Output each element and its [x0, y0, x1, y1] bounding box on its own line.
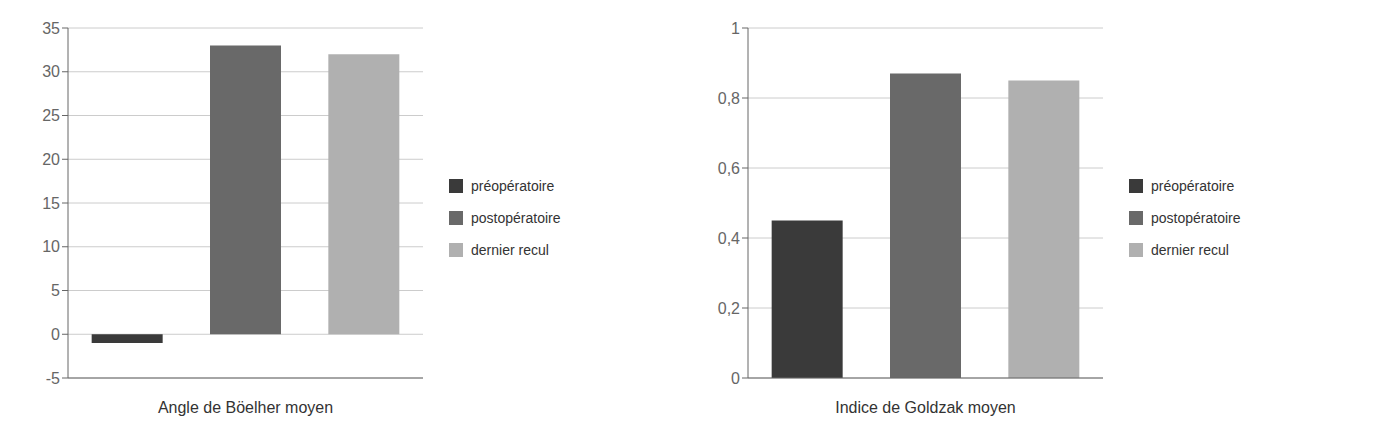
svg-text:0,6: 0,6: [718, 160, 740, 177]
svg-text:-5: -5: [46, 370, 60, 387]
svg-text:0,8: 0,8: [718, 90, 740, 107]
svg-text:10: 10: [42, 238, 60, 255]
svg-text:30: 30: [42, 63, 60, 80]
html-text:postopératoire: postopératoire: [1151, 210, 1241, 226]
svg-text:25: 25: [42, 107, 60, 124]
svg-text:0: 0: [51, 326, 60, 343]
svg-text:0,4: 0,4: [718, 230, 740, 247]
html-text:dernier recul: dernier recul: [471, 242, 549, 258]
html-text:dernier recul: dernier recul: [1151, 242, 1229, 258]
svg-text:Angle de Böelher moyen: Angle de Böelher moyen: [158, 399, 333, 416]
html-text:postopératoire: postopératoire: [471, 210, 561, 226]
svg-text:0,2: 0,2: [718, 300, 740, 317]
svg-text:1: 1: [731, 20, 740, 37]
html-text:préopératoire: préopératoire: [471, 178, 555, 194]
svg-text:0: 0: [731, 370, 740, 387]
html-text:préopératoire: préopératoire: [1151, 178, 1235, 194]
svg-text:15: 15: [42, 195, 60, 212]
svg-text:35: 35: [42, 20, 60, 37]
svg-text:5: 5: [51, 282, 60, 299]
svg-text:20: 20: [42, 151, 60, 168]
svg-text:Indice de Goldzak moyen: Indice de Goldzak moyen: [835, 399, 1016, 416]
